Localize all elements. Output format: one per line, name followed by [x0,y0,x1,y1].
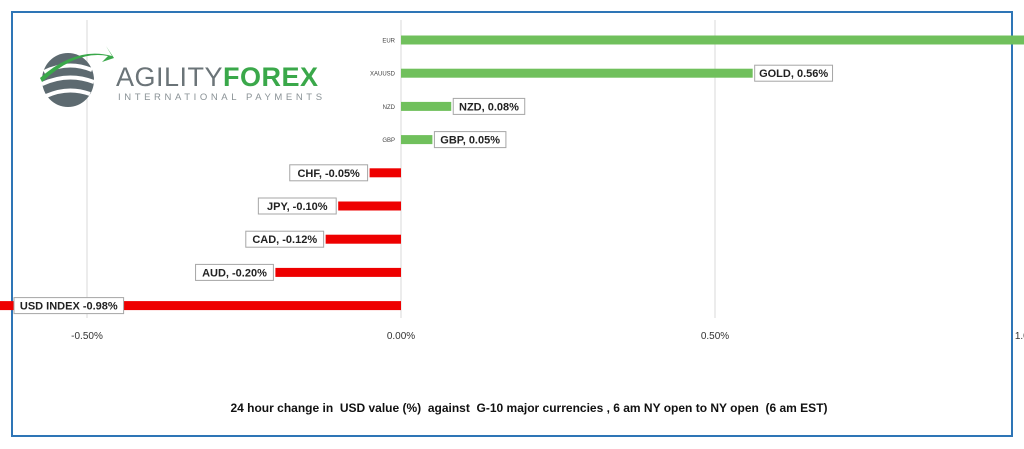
data-label-box [452,97,526,115]
data-label: GBP, 0.05% [440,135,500,147]
x-tick-label: 0.50% [701,331,729,342]
data-label: CHF, -0.05% [297,168,360,180]
logo-tagline: INTERNATIONAL PAYMENTS [118,92,326,103]
bar [401,35,1024,45]
bar [275,267,401,277]
category-label: XAUUSD [370,72,396,78]
x-tick-label: -0.50% [71,331,103,342]
logo-wordmark: AGILITYFOREX [116,62,319,93]
data-label-box [195,263,274,281]
bar [401,101,452,111]
category-label: GBP [382,138,395,144]
data-label: JPY, -0.10% [267,201,328,213]
globe-swoosh-icon [40,46,114,107]
data-label-box [754,64,834,82]
bar [401,68,753,78]
x-tick-label: 1.00% [1015,331,1024,342]
data-label-box [245,230,325,248]
bar [401,135,433,145]
data-label: NZD, 0.08% [459,101,519,113]
data-label-box [13,297,125,315]
bar [338,201,401,211]
category-label: NZD [383,105,396,111]
data-label: CAD, -0.12% [252,234,317,246]
logo-word-agility: AGILITY [116,62,224,92]
data-label-box [257,197,337,215]
chart-caption: 24 hour change in USD value (%) against … [230,401,828,415]
data-label-box [289,164,369,182]
x-tick-label: 0.00% [387,331,415,342]
bar [0,301,401,311]
data-label: AUD, -0.20% [202,267,267,279]
data-label: GOLD, 0.56% [759,68,828,80]
data-label: USD INDEX -0.98% [20,301,118,313]
category-label: EUR [382,39,395,45]
chart-frame [11,11,1013,437]
data-label-box [433,131,507,149]
logo-word-forex: FOREX [223,62,319,92]
company-logo: AGILITYFOREX INTERNATIONAL PAYMENTS [36,42,322,114]
bar [369,168,401,178]
bar [325,234,401,244]
